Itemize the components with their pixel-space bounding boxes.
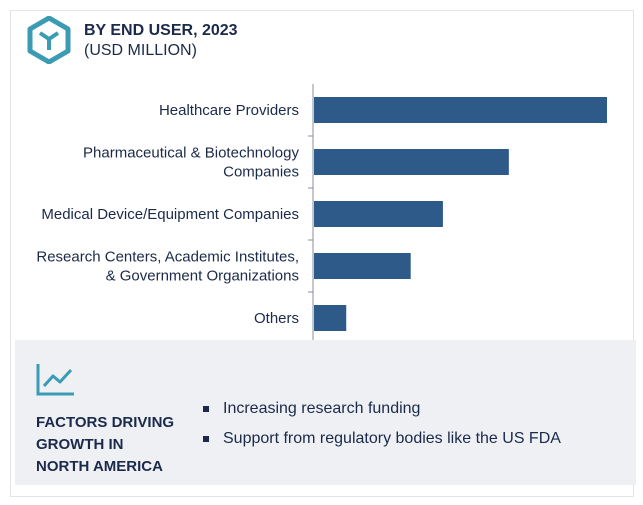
factors-list: Increasing research funding Support from… [203, 398, 561, 458]
cube-hexagon-icon [27, 16, 71, 64]
category-label: Others [254, 310, 299, 327]
factors-panel: FACTORS DRIVING GROWTH IN NORTH AMERICA … [15, 340, 636, 485]
bar [314, 149, 509, 175]
trend-line-chart-icon [36, 364, 74, 396]
factors-title: FACTORS DRIVING GROWTH IN NORTH AMERICA [36, 412, 196, 478]
chart-header: BY END USER, 2023 (USD MILLION) [22, 12, 422, 72]
category-label-line: Medical Device/Equipment Companies [41, 206, 299, 223]
factor-item: Support from regulatory bodies like the … [203, 428, 561, 458]
bar [314, 305, 347, 331]
category-label-line: Research Centers, Academic Institutes, [36, 249, 299, 266]
bar [314, 253, 411, 279]
factor-item: Increasing research funding [203, 398, 561, 428]
factors-title-line: NORTH AMERICA [36, 458, 163, 475]
category-label-line: & Government Organizations [106, 268, 299, 285]
category-label-line: Companies [223, 164, 299, 181]
chart-subtitle: (USD MILLION) [84, 42, 197, 59]
chart-title: BY END USER, 2023 [84, 22, 238, 39]
factors-title-line: FACTORS DRIVING [36, 414, 175, 431]
category-label-line: Others [254, 310, 299, 327]
bar-chart: Healthcare Providers Pharmaceutical & Bio… [36, 84, 607, 340]
category-label: Healthcare Providers [159, 102, 299, 119]
factors-title-line: GROWTH IN [36, 436, 124, 453]
category-label: Pharmaceutical & Biotechnology Companies [83, 145, 299, 181]
bar [314, 201, 443, 227]
category-label-line: Healthcare Providers [159, 102, 299, 119]
bar [314, 97, 607, 123]
category-label: Medical Device/Equipment Companies [41, 206, 299, 223]
category-label: Research Centers, Academic Institutes, & … [36, 249, 299, 285]
category-label-line: Pharmaceutical & Biotechnology [83, 145, 299, 162]
